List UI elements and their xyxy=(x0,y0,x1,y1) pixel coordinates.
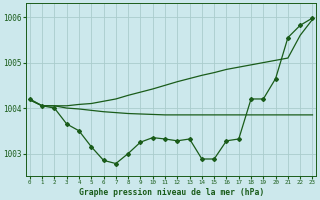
X-axis label: Graphe pression niveau de la mer (hPa): Graphe pression niveau de la mer (hPa) xyxy=(78,188,264,197)
